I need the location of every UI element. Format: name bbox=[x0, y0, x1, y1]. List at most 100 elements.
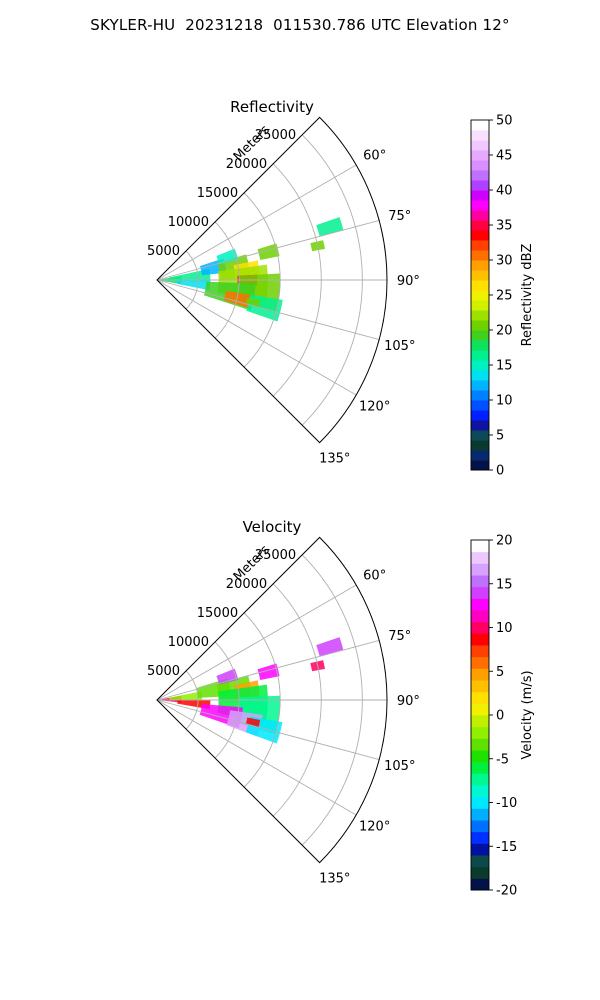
colorbar-segment-1 bbox=[471, 450, 489, 461]
echo-cell-12 bbox=[216, 248, 239, 265]
colorbar-segment-25 bbox=[471, 210, 489, 221]
azimuth-tick-label-5: 135° bbox=[319, 872, 350, 887]
range-tick-label-4: 25000 bbox=[255, 128, 296, 143]
colorbar-tick-label-5: 25 bbox=[496, 289, 513, 304]
colorbar-segment-24 bbox=[471, 598, 489, 611]
colorbar-segment-20 bbox=[471, 260, 489, 271]
colorbar-segment-23 bbox=[471, 230, 489, 241]
figure-title: SKYLER-HU 20231218 011530.786 UTC Elevat… bbox=[90, 16, 510, 34]
colorbar-segment-17 bbox=[471, 290, 489, 301]
colorbar-segment-19 bbox=[471, 270, 489, 281]
azimuth-line-0 bbox=[156, 164, 357, 281]
echo-cell-16 bbox=[245, 297, 261, 308]
range-tick-label-3: 20000 bbox=[226, 577, 267, 592]
colorbar-tick-label-0: 0 bbox=[496, 464, 504, 479]
range-tick-label-3: 20000 bbox=[226, 157, 267, 172]
colorbar-segment-9 bbox=[471, 773, 489, 786]
reflectivity-panel: 5000 10000 15000 20000 25000 60° 75° 90° 105° 120… bbox=[147, 98, 535, 479]
colorbar-segment-20 bbox=[471, 645, 489, 658]
colorbar-tick-label-8: 20 bbox=[496, 534, 513, 549]
range-tick-label-0: 5000 bbox=[147, 664, 180, 679]
colorbar-segment-24 bbox=[471, 220, 489, 231]
colorbar-segment-6 bbox=[471, 808, 489, 821]
colorbar-segment-13 bbox=[471, 726, 489, 739]
colorbar-tick-label-6: 10 bbox=[496, 621, 513, 636]
colorbar-segment-8 bbox=[471, 785, 489, 798]
colorbar-segment-26 bbox=[471, 200, 489, 211]
colorbar-segment-27 bbox=[471, 190, 489, 201]
colorbar-segment-34 bbox=[471, 120, 489, 131]
panel-title: Reflectivity bbox=[230, 98, 314, 116]
colorbar-segment-21 bbox=[471, 633, 489, 646]
azimuth-tick-label-2: 90° bbox=[397, 694, 420, 709]
azimuth-tick-label-0: 60° bbox=[363, 568, 386, 583]
colorbar-segment-16 bbox=[471, 300, 489, 311]
colorbar-segment-9 bbox=[471, 370, 489, 381]
velocity-panel: 5000 10000 15000 20000 25000 60° 75° 90° 105° 120… bbox=[147, 518, 535, 899]
colorbar-segment-5 bbox=[471, 410, 489, 421]
azimuth-line-4 bbox=[156, 279, 357, 396]
range-tick-label-2: 15000 bbox=[197, 606, 238, 621]
colorbar-tick-label-3: -5 bbox=[496, 752, 509, 767]
echo-cell-11 bbox=[216, 668, 239, 685]
range-tick-label-1: 10000 bbox=[168, 635, 209, 650]
colorbar-label: Reflectivity dBZ bbox=[520, 244, 535, 347]
azimuth-line-1 bbox=[156, 220, 380, 281]
colorbar-tick-label-2: -10 bbox=[496, 796, 517, 811]
colorbar-tick-label-7: 15 bbox=[496, 577, 513, 592]
colorbar-segment-3 bbox=[471, 430, 489, 441]
colorbar-segment-0 bbox=[471, 878, 489, 891]
azimuth-tick-label-0: 60° bbox=[363, 148, 386, 163]
azimuth-line-3 bbox=[156, 279, 380, 340]
colorbar-segment-16 bbox=[471, 691, 489, 704]
echo-cell-12 bbox=[257, 663, 280, 680]
colorbar-segment-4 bbox=[471, 831, 489, 844]
colorbar-segment-3 bbox=[471, 843, 489, 856]
colorbar-tick-label-6: 30 bbox=[496, 254, 513, 269]
range-tick-label-1: 10000 bbox=[168, 215, 209, 230]
azimuth-tick-label-2: 90° bbox=[397, 274, 420, 289]
colorbar-segment-17 bbox=[471, 680, 489, 693]
azimuth-line-1 bbox=[156, 640, 380, 701]
colorbar-tick-label-1: -15 bbox=[496, 840, 517, 855]
colorbar-tick-label-7: 35 bbox=[496, 219, 513, 234]
echo-cell-15 bbox=[245, 717, 261, 728]
azimuth-tick-label-1: 75° bbox=[388, 209, 411, 224]
azimuth-line-3 bbox=[156, 699, 380, 760]
colorbar-segment-15 bbox=[471, 703, 489, 716]
colorbar-tick-label-4: 0 bbox=[496, 709, 504, 724]
colorbar-segment-13 bbox=[471, 330, 489, 341]
colorbar-tick-label-5: 5 bbox=[496, 665, 504, 680]
sector-outline bbox=[156, 116, 388, 444]
colorbar-segment-18 bbox=[471, 280, 489, 291]
colorbar-segment-2 bbox=[471, 855, 489, 868]
colorbar-segment-10 bbox=[471, 360, 489, 371]
colorbar-segment-32 bbox=[471, 140, 489, 151]
echo-cell-2 bbox=[177, 279, 211, 291]
colorbar-segment-10 bbox=[471, 761, 489, 774]
colorbar-segment-22 bbox=[471, 240, 489, 251]
azimuth-tick-label-5: 135° bbox=[319, 452, 350, 467]
colorbar-segment-31 bbox=[471, 150, 489, 161]
colorbar-label: Velocity (m/s) bbox=[520, 670, 535, 759]
colorbar-segment-7 bbox=[471, 390, 489, 401]
colorbar-segment-2 bbox=[471, 440, 489, 451]
azimuth-tick-label-3: 105° bbox=[384, 339, 415, 354]
colorbar-segment-8 bbox=[471, 380, 489, 391]
colorbar-segment-11 bbox=[471, 350, 489, 361]
colorbar-segment-6 bbox=[471, 400, 489, 411]
colorbar-tick-label-8: 40 bbox=[496, 184, 513, 199]
colorbar-segment-7 bbox=[471, 796, 489, 809]
colorbar-tick-label-1: 5 bbox=[496, 429, 504, 444]
colorbar-segment-5 bbox=[471, 820, 489, 833]
colorbar-segment-29 bbox=[471, 170, 489, 181]
colorbar-segment-23 bbox=[471, 610, 489, 623]
echo-cell-13 bbox=[257, 243, 280, 260]
colorbar-tick-label-2: 10 bbox=[496, 394, 513, 409]
azimuth-tick-label-4: 120° bbox=[359, 400, 390, 415]
colorbar-segment-29 bbox=[471, 540, 489, 553]
colorbar-segment-11 bbox=[471, 750, 489, 763]
colorbar-segment-33 bbox=[471, 130, 489, 141]
colorbar-segment-15 bbox=[471, 310, 489, 321]
